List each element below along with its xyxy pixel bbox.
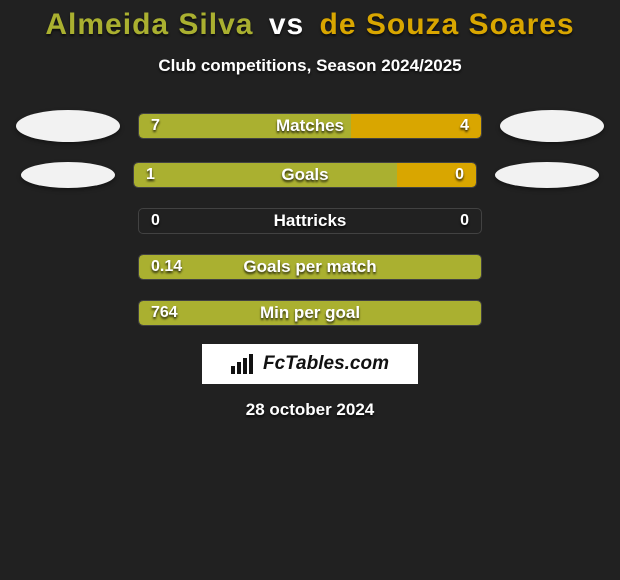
stat-label: Min per goal	[260, 303, 360, 323]
title-player-left: Almeida Silva	[45, 8, 253, 41]
stat-value-right: 4	[460, 117, 469, 135]
stat-row: Goals 1 0	[0, 162, 620, 188]
stat-label: Matches	[276, 116, 344, 136]
player-badge-left	[21, 162, 115, 188]
subtitle: Club competitions, Season 2024/2025	[0, 56, 620, 76]
player-badge-right	[495, 162, 599, 188]
watermark-text: FcTables.com	[263, 353, 389, 375]
player-badge-right	[500, 110, 604, 142]
stat-label: Goals per match	[243, 257, 376, 277]
stat-label: Goals	[281, 165, 328, 185]
stat-label: Hattricks	[274, 211, 347, 231]
stat-value-left: 0.14	[151, 258, 182, 276]
watermark: FcTables.com	[202, 344, 418, 384]
stat-bar: Goals 1 0	[133, 162, 477, 188]
stat-bar: Min per goal 764	[138, 300, 482, 326]
stat-row: Goals per match 0.14	[0, 254, 620, 280]
stat-value-right: 0	[460, 212, 469, 230]
stat-row: Min per goal 764	[0, 300, 620, 326]
comparison-title: Almeida Silva vs de Souza Soares	[0, 0, 620, 42]
title-player-right: de Souza Soares	[320, 8, 575, 41]
stat-value-right: 0	[455, 166, 464, 184]
stat-bar: Hattricks 0 0	[138, 208, 482, 234]
stats-container: Matches 7 4 Goals 1 0 Hattricks 0 0 Goals per mat…	[0, 110, 620, 326]
stat-value-left: 7	[151, 117, 160, 135]
stat-row: Hattricks 0 0	[0, 208, 620, 234]
bar-chart-icon	[231, 354, 257, 374]
snapshot-date: 28 october 2024	[0, 400, 620, 420]
player-badge-left	[16, 110, 120, 142]
stat-bar-left-fill	[134, 163, 397, 187]
stat-bar: Matches 7 4	[138, 113, 482, 139]
title-vs: vs	[269, 8, 304, 41]
stat-bar-right-fill	[397, 163, 476, 187]
stat-value-left: 1	[146, 166, 155, 184]
stat-row: Matches 7 4	[0, 110, 620, 142]
stat-bar: Goals per match 0.14	[138, 254, 482, 280]
stat-value-left: 0	[151, 212, 160, 230]
stat-value-left: 764	[151, 304, 178, 322]
